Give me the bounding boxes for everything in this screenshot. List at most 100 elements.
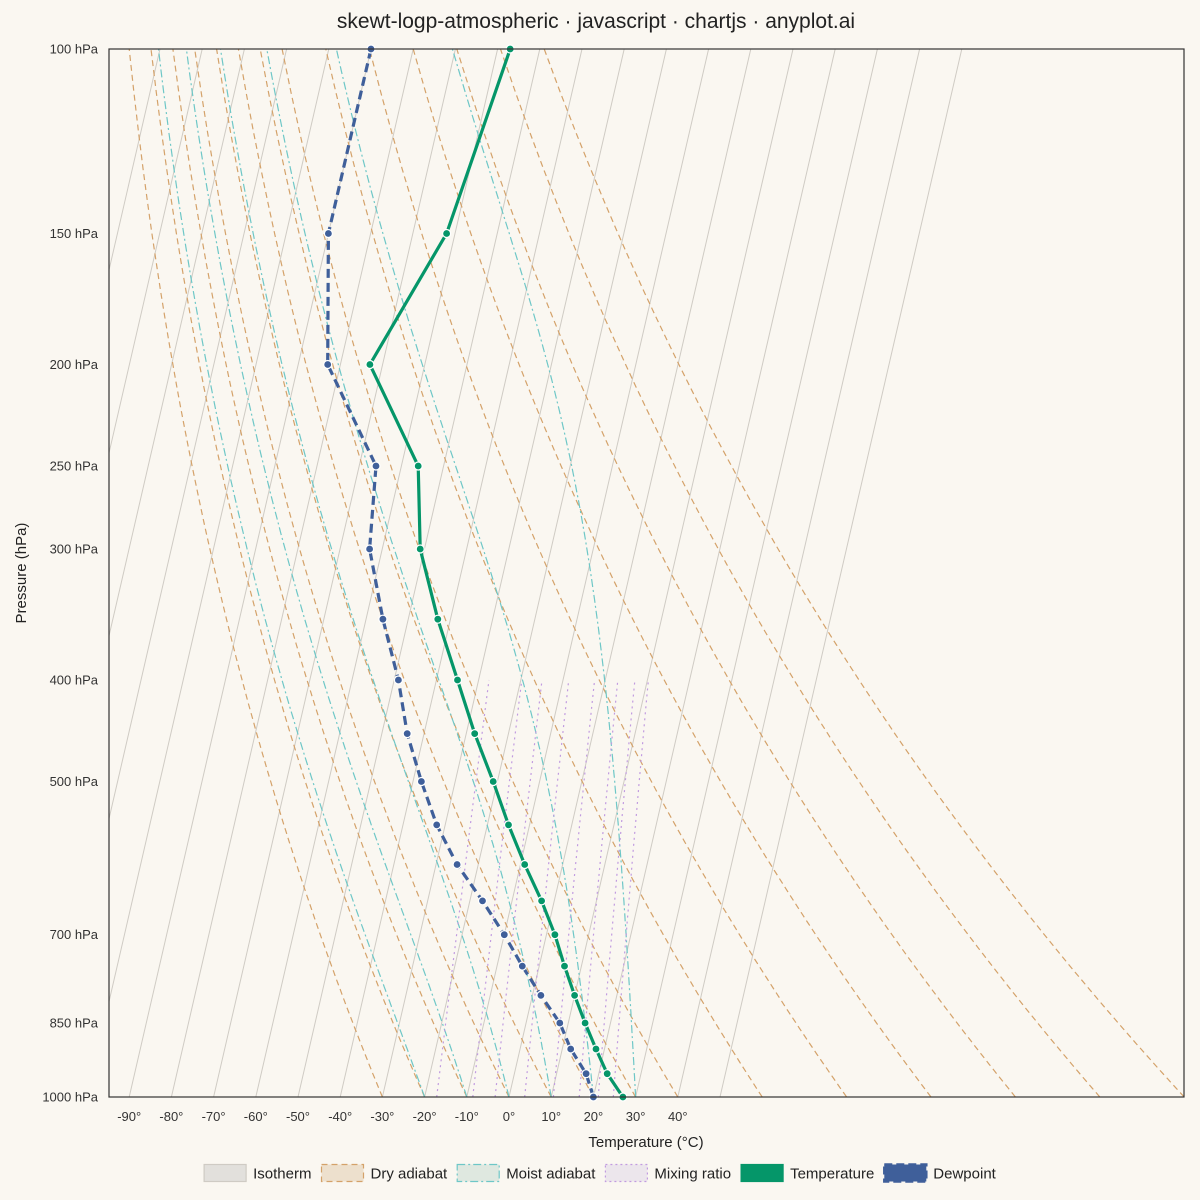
dewpoint-point[interactable] — [536, 990, 546, 1001]
mixing-ratio-line — [552, 679, 596, 1097]
temperature-point[interactable] — [413, 461, 423, 471]
y-tick-label: 150 hPa — [50, 226, 99, 241]
dry-adiabat-line — [499, 49, 1101, 1097]
profile-points — [323, 44, 628, 1102]
isotherm-line — [339, 49, 583, 1097]
isotherm-line — [128, 49, 372, 1097]
dewpoint-point[interactable] — [365, 544, 375, 554]
isotherm-line — [109, 49, 245, 639]
dewpoint-point[interactable] — [378, 614, 388, 624]
isotherm-line — [719, 49, 963, 1097]
temperature-point[interactable] — [602, 1069, 612, 1079]
temperature-point[interactable] — [452, 675, 463, 685]
moist-adiabat-line — [157, 49, 426, 1097]
temperature-point[interactable] — [550, 930, 560, 940]
dewpoint-point[interactable] — [517, 961, 527, 971]
dry-adiabat-line — [412, 49, 932, 1097]
x-tick-label: -30° — [370, 1109, 394, 1124]
x-tick-label: -90° — [117, 1109, 141, 1124]
y-tick-label: 250 hPa — [50, 459, 99, 474]
dewpoint-point[interactable] — [371, 461, 381, 471]
temperature-point[interactable] — [580, 1018, 590, 1028]
temperature-point[interactable] — [503, 820, 514, 830]
dry-adiabat-line — [237, 49, 594, 1097]
dewpoint-point[interactable] — [323, 228, 333, 239]
dewpoint-point[interactable] — [402, 728, 412, 739]
x-tick-label: -60° — [244, 1109, 268, 1124]
temperature-point[interactable] — [365, 359, 375, 370]
x-tick-label: -70° — [202, 1109, 226, 1124]
dry-adiabat-line — [456, 49, 1016, 1097]
moist-adiabat-line — [451, 49, 637, 1097]
dry-adiabat-line — [543, 49, 1184, 1097]
dewpoint-point[interactable] — [499, 930, 509, 940]
dry-adiabat-line — [150, 49, 426, 1097]
temperature-point[interactable] — [470, 728, 480, 739]
mixing-ratio-line — [597, 679, 636, 1097]
temperature-point[interactable] — [591, 1044, 601, 1054]
isotherm-line — [635, 49, 878, 1097]
legend-swatch — [203, 1163, 247, 1183]
x-axis: -90° -80° -70° -60° -50° -40° -30° -20° -10° 0° 10… — [117, 1109, 687, 1124]
y-tick-label: 850 hPa — [50, 1016, 99, 1031]
legend-item-moist[interactable]: Moist adiabat — [456, 1163, 596, 1183]
isotherm-line — [677, 49, 921, 1097]
temperature-point[interactable] — [415, 544, 425, 554]
legend-label: Dewpoint — [933, 1166, 996, 1183]
dewpoint-point[interactable] — [393, 675, 403, 685]
temperature-point[interactable] — [488, 776, 498, 787]
dewpoint-point[interactable] — [555, 1018, 565, 1028]
dry-adiabat-line — [281, 49, 679, 1097]
x-tick-label: -50° — [286, 1109, 310, 1124]
legend-label: Temperature — [790, 1166, 874, 1183]
x-tick-label: 0° — [503, 1109, 515, 1124]
dewpoint-point[interactable] — [477, 896, 488, 906]
dewpoint-point[interactable] — [323, 359, 333, 370]
dewpoint-point[interactable] — [432, 820, 442, 830]
mixing-ratio-line — [578, 679, 619, 1097]
legend-item-dry[interactable]: Dry adiabat — [320, 1163, 449, 1183]
legend-item-mixing[interactable]: Mixing ratio — [604, 1163, 731, 1183]
isotherm-line — [592, 49, 836, 1097]
temperature-point[interactable] — [559, 961, 570, 971]
moist-adiabat-line — [185, 49, 468, 1097]
temperature-point[interactable] — [520, 859, 530, 870]
dry-adiabat-line — [368, 49, 848, 1097]
mixing-ratio-line — [494, 679, 543, 1097]
temperature-point[interactable] — [433, 614, 443, 624]
legend[interactable]: Isotherm Dry adiabat Moist adiabat Mixing r… — [203, 1163, 997, 1183]
dry-adiabat-line — [259, 49, 637, 1097]
plot-frame — [108, 48, 1185, 1098]
y-axis-label: Pressure (hPa) — [13, 523, 30, 624]
legend-label: Moist adiabat — [506, 1166, 596, 1183]
mixing-ratio-line — [436, 679, 490, 1097]
isotherm-line — [109, 49, 288, 821]
moist-adiabat-line — [266, 49, 552, 1097]
mixing-ratio-line — [612, 679, 649, 1097]
dewpoint-point[interactable] — [452, 859, 462, 870]
moist-adiabat-line — [335, 49, 594, 1097]
isotherm-line — [424, 49, 667, 1097]
isotherm-line — [466, 49, 710, 1097]
legend-swatch — [320, 1163, 365, 1183]
temperature-point[interactable] — [442, 228, 452, 239]
temperature-point[interactable] — [569, 990, 580, 1001]
temperature-point[interactable] — [536, 896, 547, 906]
legend-item-isotherm[interactable]: Isotherm — [203, 1163, 311, 1183]
isotherm-line — [550, 49, 794, 1097]
y-tick-label: 700 hPa — [50, 927, 99, 942]
x-tick-label: 40° — [668, 1109, 688, 1124]
dewpoint-point[interactable] — [581, 1069, 591, 1079]
legend-item-dewpoint[interactable]: Dewpoint — [883, 1163, 997, 1183]
legend-item-temperature[interactable]: Temperature — [740, 1163, 874, 1183]
dewpoint-point[interactable] — [566, 1044, 576, 1054]
y-tick-label: 400 hPa — [50, 673, 99, 688]
y-tick-label: 300 hPa — [50, 542, 99, 557]
dry-adiabat-line — [325, 49, 763, 1097]
isotherm-line — [109, 49, 330, 1004]
dewpoint-point[interactable] — [416, 776, 426, 787]
y-tick-label: 100 hPa — [50, 42, 99, 57]
y-tick-label: 200 hPa — [50, 357, 99, 372]
